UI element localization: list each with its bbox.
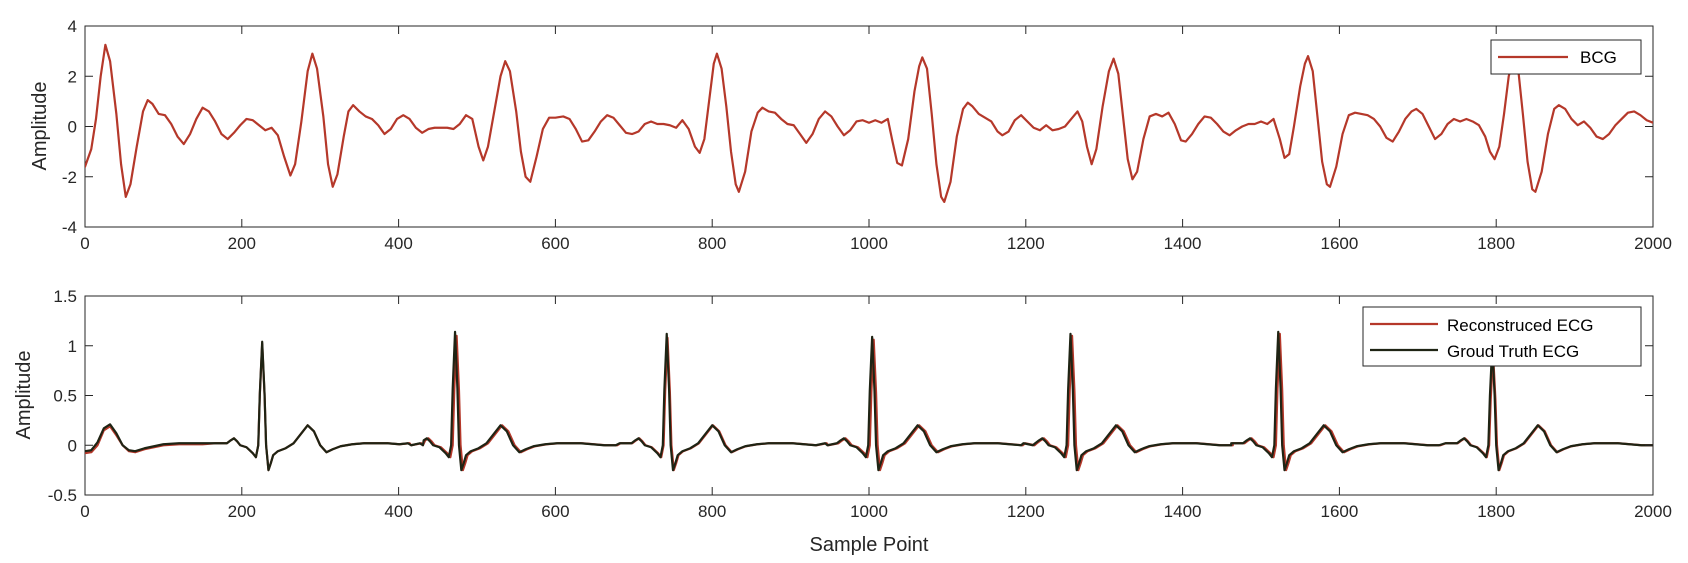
ecg-legend-label-ground-truth: Groud Truth ECG bbox=[1447, 342, 1579, 361]
bcg-plot-frame bbox=[84, 25, 1654, 228]
ecg-y-tick-label: 0 bbox=[68, 436, 77, 455]
ecg-y-tick-label: 1 bbox=[68, 337, 77, 356]
ecg-x-tick-label: 2000 bbox=[1634, 502, 1672, 521]
bcg-x-tick-label: 1800 bbox=[1477, 234, 1515, 253]
bcg-series-lines bbox=[85, 43, 1653, 203]
ecg-x-tick-label: 0 bbox=[80, 502, 89, 521]
ecg-x-tick-label: 1400 bbox=[1164, 502, 1202, 521]
bcg-x-tick-label: 0 bbox=[80, 234, 89, 253]
bcg-y-tick-label: -4 bbox=[62, 218, 77, 237]
ecg-x-tick-label: 1800 bbox=[1477, 502, 1515, 521]
ecg-x-tick-label: 200 bbox=[228, 502, 256, 521]
ecg-y-axis-label: Amplitude bbox=[13, 351, 35, 440]
bcg-x-tick-label: 2000 bbox=[1634, 234, 1672, 253]
bcg-series-line-0 bbox=[85, 43, 1653, 203]
ecg-y-tick-label: -0.5 bbox=[48, 486, 77, 505]
ecg-x-tick-label: 1200 bbox=[1007, 502, 1045, 521]
bcg-axis-ticks: 0 200 400 600 800 1000 1200 1400 1600 1800 2000 -4 -… bbox=[62, 17, 1672, 253]
ecg-y-tick-label: 0.5 bbox=[53, 387, 77, 406]
bcg-legend: BCG bbox=[1490, 39, 1642, 75]
bcg-legend-label: BCG bbox=[1580, 48, 1617, 67]
bcg-x-tick-label: 1600 bbox=[1320, 234, 1358, 253]
ecg-y-tick-label: 1.5 bbox=[53, 287, 77, 306]
ecg-x-tick-label: 800 bbox=[698, 502, 726, 521]
bcg-x-tick-label: 200 bbox=[228, 234, 256, 253]
ecg-axis-ticks: 0 200 400 600 800 1000 1200 1400 1600 1800 2000 -0.… bbox=[48, 287, 1672, 521]
ecg-x-tick-label: 400 bbox=[384, 502, 412, 521]
bcg-x-tick-label: 1400 bbox=[1164, 234, 1202, 253]
ecg-plot: 0 200 400 600 800 1000 1200 1400 1600 1800 2000 -0.… bbox=[13, 287, 1672, 556]
bcg-y-tick-label: -2 bbox=[62, 168, 77, 187]
bcg-x-tick-label: 400 bbox=[384, 234, 412, 253]
bcg-x-tick-label: 800 bbox=[698, 234, 726, 253]
bcg-y-tick-label: 2 bbox=[68, 67, 77, 86]
bcg-y-tick-label: 4 bbox=[68, 17, 77, 36]
bcg-y-tick-label: 0 bbox=[68, 118, 77, 137]
ecg-x-tick-label: 1000 bbox=[850, 502, 888, 521]
ecg-x-tick-label: 600 bbox=[541, 502, 569, 521]
bcg-x-tick-label: 1000 bbox=[850, 234, 888, 253]
ecg-legend-label-reconstructed: Reconstruced ECG bbox=[1447, 316, 1593, 335]
bcg-x-tick-label: 1200 bbox=[1007, 234, 1045, 253]
ecg-series-lines bbox=[85, 330, 1653, 472]
ecg-legend-box bbox=[1362, 306, 1642, 367]
ecg-x-tick-label: 1600 bbox=[1320, 502, 1358, 521]
ecg-x-axis-label: Sample Point bbox=[810, 534, 929, 556]
ecg-legend: Reconstruced ECG Groud Truth ECG bbox=[1362, 306, 1642, 367]
ecg-series-line-1 bbox=[85, 330, 1653, 472]
bcg-plot: 0 200 400 600 800 1000 1200 1400 1600 1800 2000 -4 -… bbox=[29, 17, 1672, 253]
bcg-y-axis-label: Amplitude bbox=[29, 82, 51, 171]
bcg-x-tick-label: 600 bbox=[541, 234, 569, 253]
